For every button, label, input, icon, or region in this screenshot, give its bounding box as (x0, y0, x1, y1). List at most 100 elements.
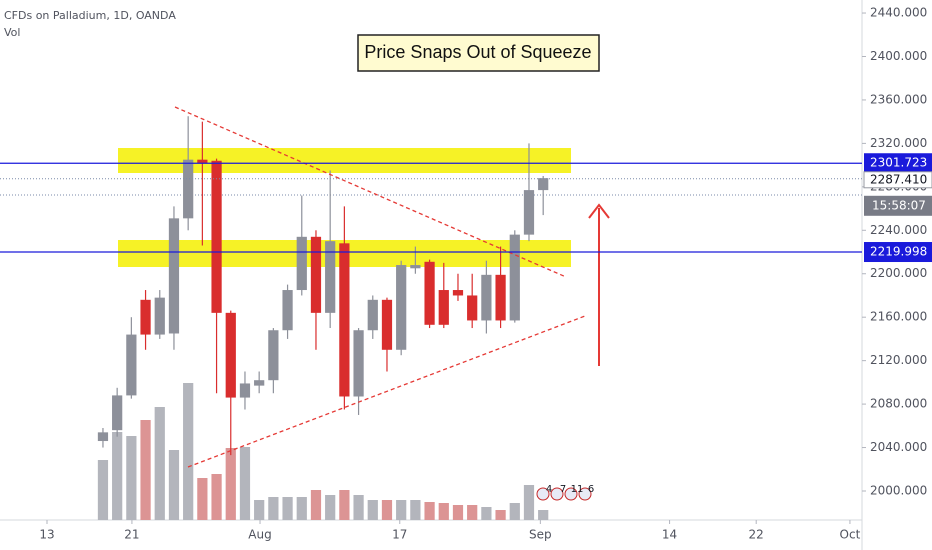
trend-line (174, 106, 567, 278)
volume-bar (282, 497, 293, 520)
y-tick-label: 2200.000 (870, 266, 927, 280)
candle-body (367, 299, 378, 331)
level-label-box (864, 242, 932, 263)
volume-bar (509, 503, 520, 520)
volume-bar (467, 505, 478, 520)
x-tick-label: 22 (749, 528, 764, 542)
arrow-head (588, 203, 610, 219)
candle-body (154, 297, 165, 335)
candle-body (481, 274, 492, 321)
level-label: 2301.723 (870, 156, 927, 170)
candle-body (538, 178, 549, 191)
volume-bar (438, 503, 449, 520)
event-icon (550, 487, 564, 501)
volume-bar (339, 490, 350, 520)
last-price-label: 2287.410 (870, 172, 927, 186)
event-count: 6 (588, 484, 594, 495)
candle-body (381, 299, 393, 350)
volume-bar (197, 478, 208, 520)
countdown-label: 15:58:07 (872, 198, 926, 212)
title-box (357, 34, 600, 72)
candle-body (310, 236, 322, 313)
candle-body (424, 261, 435, 325)
volume-label: Vol (4, 26, 20, 39)
y-tick-label: 2360.000 (870, 92, 927, 106)
volume-bar (126, 436, 137, 520)
trend-line (187, 315, 586, 468)
volume-bar (168, 450, 180, 520)
volume-bar (396, 500, 407, 520)
volume-bar (183, 383, 194, 520)
volume-bar (381, 500, 393, 520)
candle-body (396, 265, 407, 350)
volume-bar (112, 432, 123, 520)
event-icon (578, 487, 592, 501)
event-icon (536, 487, 550, 501)
y-tick-label: 2000.000 (870, 483, 927, 497)
candle-body (239, 383, 251, 398)
resistance-zone (118, 148, 571, 173)
x-tick-label: 17 (392, 528, 407, 542)
candle-body (168, 218, 180, 334)
volume-bar (523, 485, 535, 520)
volume-bar (296, 497, 307, 520)
volume-bar (310, 490, 322, 520)
candle-body (438, 290, 449, 325)
candle-body (282, 290, 293, 331)
volume-bar (225, 448, 236, 520)
y-tick-label: 2440.000 (870, 6, 927, 20)
x-tick-label: Oct (840, 528, 861, 542)
event-icon (564, 487, 578, 501)
volume-bar (239, 447, 251, 520)
event-count: 4 (546, 484, 552, 495)
candle-body (353, 330, 364, 397)
volume-bar (140, 420, 151, 520)
candle-body (197, 159, 208, 163)
volume-bar (538, 510, 549, 520)
x-tick-label: Aug (248, 528, 271, 542)
volume-bar (325, 495, 336, 520)
x-tick-label: 14 (662, 528, 677, 542)
level-label: 2219.998 (870, 245, 927, 259)
chart-title: Price Snaps Out of Squeeze (364, 42, 591, 62)
y-tick-label: 2240.000 (870, 223, 927, 237)
y-tick-label: 2080.000 (870, 397, 927, 411)
volume-bar (410, 500, 421, 520)
x-tick-label: 13 (39, 528, 54, 542)
volume-bar (254, 500, 265, 520)
candle-body (495, 274, 506, 321)
candle-body (183, 159, 194, 219)
candle-body (97, 432, 109, 442)
candle-body (126, 334, 137, 396)
last-price-box (863, 171, 932, 189)
level-label-box (864, 153, 932, 174)
volume-bar (353, 495, 364, 520)
candle-body (523, 190, 535, 235)
event-count: 7 (560, 484, 566, 495)
volume-bar (211, 474, 222, 520)
candle-body (325, 241, 336, 313)
candle-body (296, 236, 307, 291)
candle-body (254, 380, 265, 386)
y-tick-label: 2160.000 (870, 310, 927, 324)
volume-bar (495, 510, 506, 520)
volume-bar (481, 507, 492, 520)
candle-body (452, 290, 464, 296)
candle-body (410, 265, 421, 269)
volume-bar (268, 497, 279, 520)
volume-bar (367, 500, 378, 520)
y-tick-label: 2040.000 (870, 440, 927, 454)
event-count: 11 (571, 484, 584, 495)
candle-body (509, 234, 520, 321)
x-tick-label: 21 (124, 528, 139, 542)
candle-body (211, 160, 222, 313)
candle-body (268, 330, 279, 381)
candle-body (339, 243, 350, 397)
symbol-header: CFDs on Palladium, 1D, OANDA (4, 9, 176, 22)
x-tick-label: Sep (529, 528, 552, 542)
y-tick-label: 2400.000 (870, 49, 927, 63)
y-tick-label: 2320.000 (870, 136, 927, 150)
volume-bar (424, 502, 435, 520)
candle-body (467, 295, 478, 321)
